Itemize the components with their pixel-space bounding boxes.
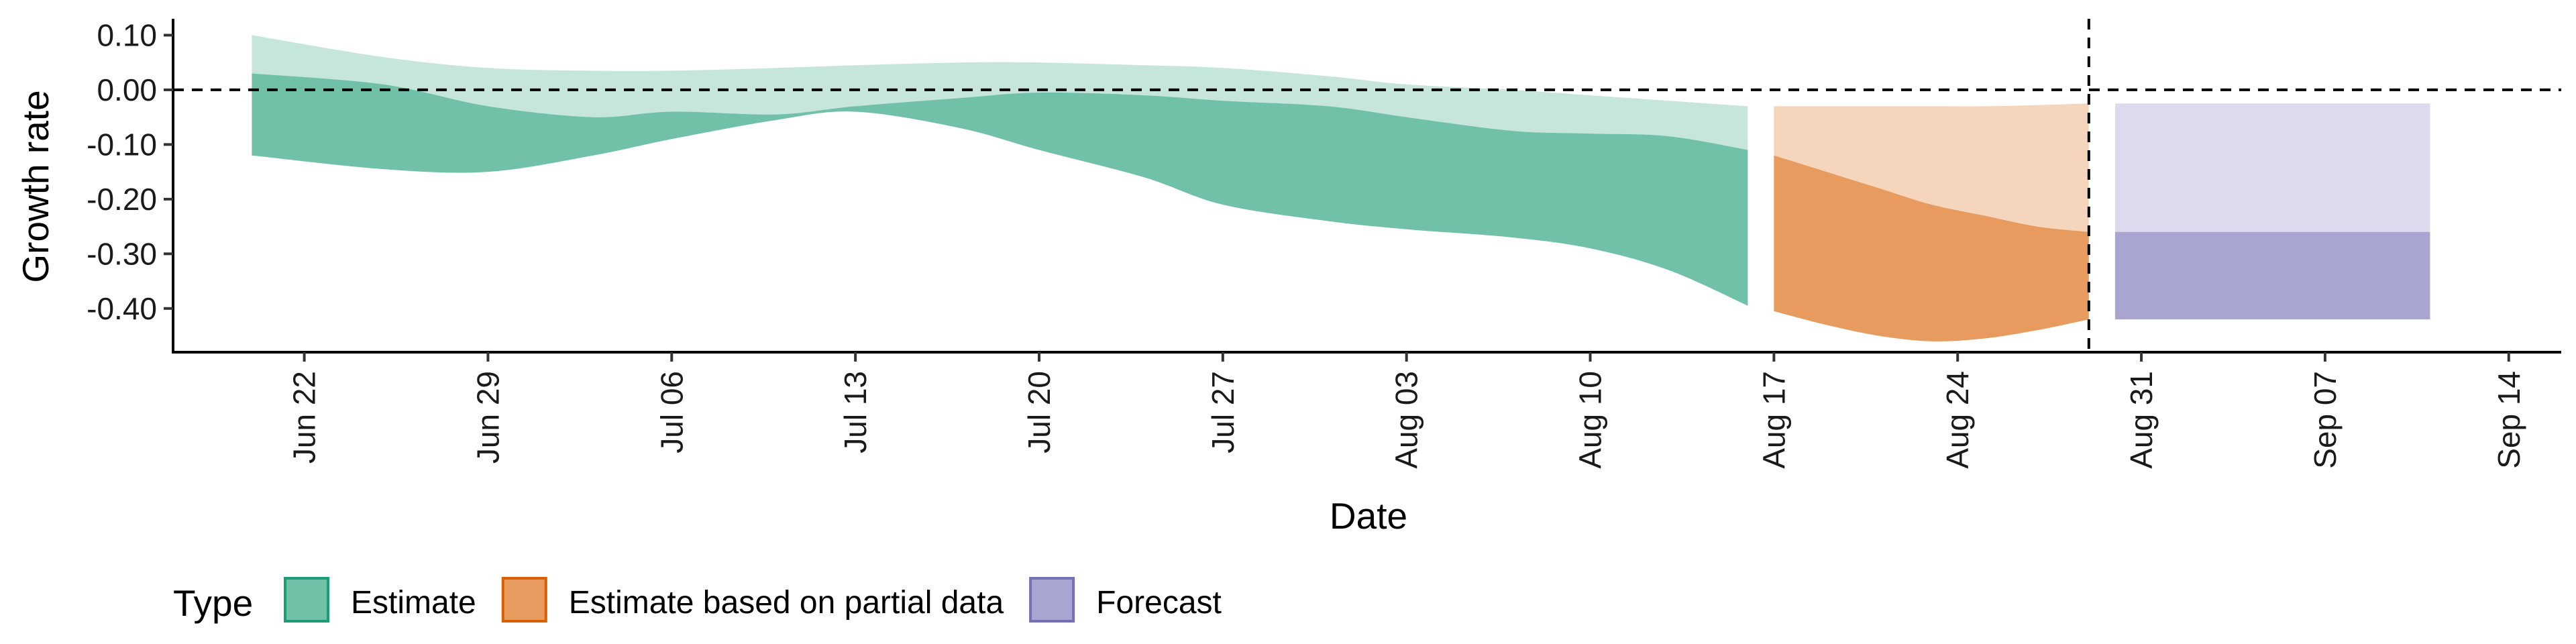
legend: Type Estimate Estimate based on partial da… [173,577,1222,624]
y-tick-label: 0.10 [97,17,157,52]
x-tick-label: Jun 22 [287,371,322,464]
legend-swatch-estimate [284,577,329,623]
y-tick-label: -0.20 [87,182,157,217]
x-tick-label: Aug 10 [1573,371,1608,469]
x-tick-label: Aug 24 [1940,371,1975,469]
x-tick-label: Jul 13 [838,371,873,453]
estimate-outer-band [252,35,1748,306]
legend-label-forecast: Forecast [1096,585,1222,621]
x-tick-label: Jul 06 [654,371,689,453]
legend-swatch-estimate-based-on-partial-data [501,577,547,623]
y-tick-label: -0.30 [87,236,157,271]
y-tick-label: -0.40 [87,291,157,326]
x-axis-title: Date [1330,495,1407,537]
y-ticks: 0.10 0.00 -0.10 -0.20 -0.30 -0.40 [87,17,173,326]
x-tick-label: Sep 14 [2491,371,2526,469]
estimate-inner-band [252,73,1748,306]
reference-lines [173,19,2561,352]
estimate-based-on-partial-data-inner-band [1774,155,2089,341]
x-tick-label: Jul 27 [1205,371,1240,453]
axes [172,19,2561,354]
legend-label-estimate-based-on-partial-data: Estimate based on partial data [569,585,1004,621]
estimate-bands [252,35,2430,341]
y-axis-title: Growth rate [15,90,56,282]
legend-swatch-forecast [1029,577,1075,623]
x-ticks: Jun 22 Jun 29 Jul 06 Jul 13 Jul 20 Jul 27 Aug … [287,352,2526,469]
forecast-inner-band [2114,231,2430,320]
x-tick-label: Aug 17 [1756,371,1791,469]
legend-title: Type [173,582,253,624]
y-tick-label: 0.00 [97,72,157,107]
x-tick-label: Aug 03 [1389,371,1424,469]
x-tick-label: Jul 20 [1022,371,1057,453]
y-tick-label: -0.10 [87,127,157,162]
x-tick-label: Sep 07 [2308,371,2343,469]
x-tick-label: Aug 31 [2124,371,2159,469]
legend-label-estimate: Estimate [351,585,476,621]
x-tick-label: Jun 29 [471,371,506,464]
